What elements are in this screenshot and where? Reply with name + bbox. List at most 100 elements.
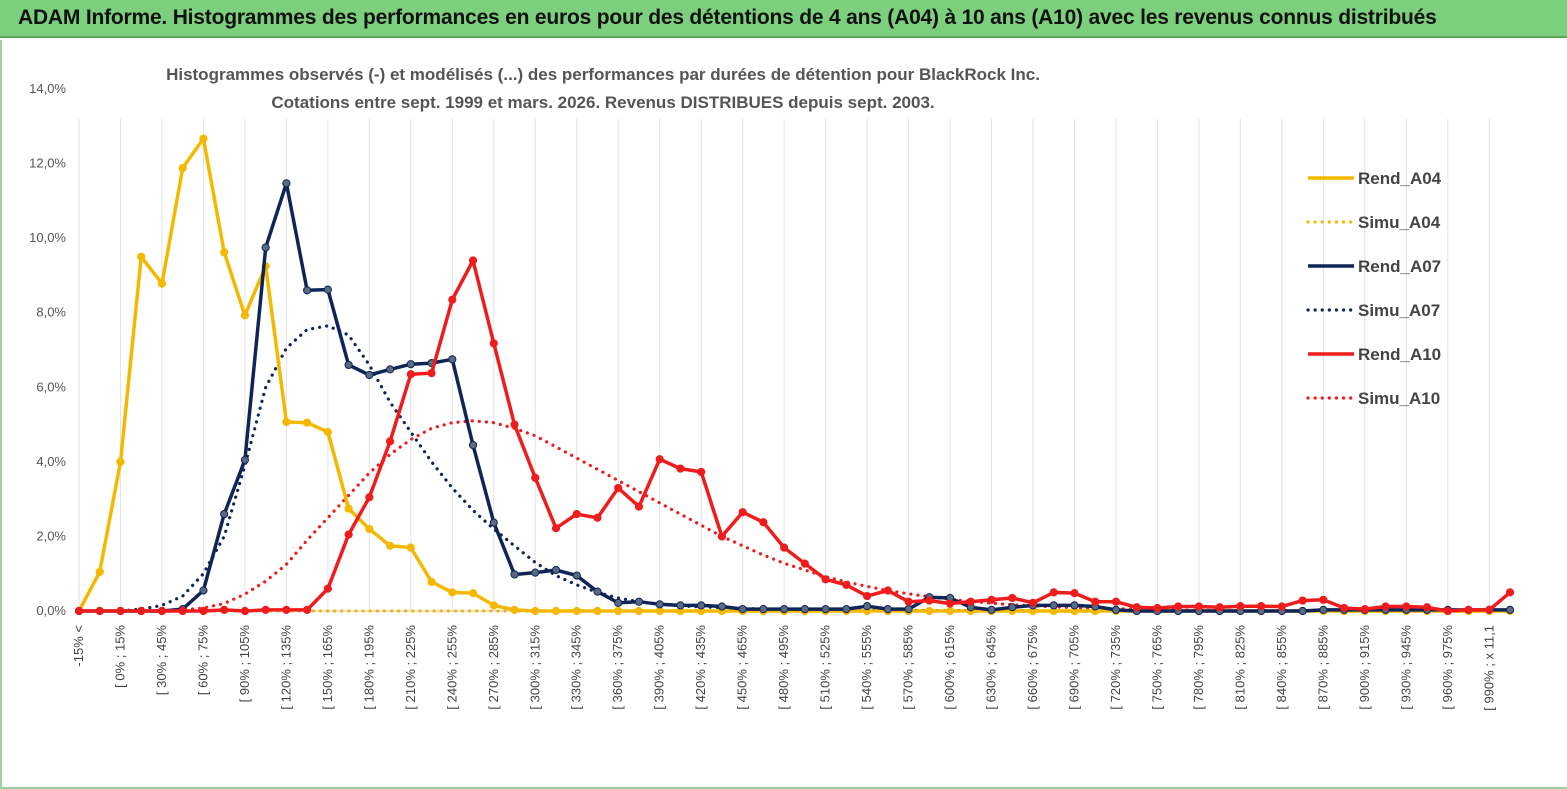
point-Rend_A10	[1339, 603, 1349, 613]
point-Rend_A10	[1464, 605, 1473, 614]
x-tick-label: -15% <	[71, 625, 86, 667]
legend-label: Simu_A07	[1358, 301, 1440, 320]
point-Rend_A07	[1298, 606, 1307, 616]
x-tick-label: [ 690% ; 705%	[1066, 625, 1081, 710]
point-Rend_A04	[468, 589, 478, 598]
point-Rend_A07	[593, 587, 602, 596]
point-Rend_A07	[1008, 603, 1017, 612]
y-tick-label: 6,0%	[36, 379, 66, 394]
point-Rend_A10	[1298, 596, 1307, 605]
x-tick-label: [ 660% ; 675%	[1025, 625, 1040, 710]
point-Rend_A07	[1319, 605, 1328, 614]
point-Rend_A10	[137, 606, 146, 616]
x-tick-label: [ 300% ; 315%	[527, 625, 542, 710]
point-Rend_A07	[676, 601, 685, 610]
point-Rend_A10	[800, 559, 809, 568]
point-Rend_A07	[759, 605, 768, 614]
point-Rend_A07	[448, 355, 457, 364]
x-tick-label: [ 120% ; 135%	[278, 625, 293, 710]
point-Rend_A04	[116, 457, 125, 466]
point-Rend_A10	[1194, 602, 1204, 611]
point-Rend_A04	[655, 606, 664, 616]
point-Rend_A10	[199, 606, 208, 616]
point-Rend_A10	[759, 518, 768, 527]
point-Rend_A04	[95, 567, 104, 576]
point-Rend_A10	[303, 605, 312, 614]
legend-item: Simu_A04	[1306, 213, 1441, 232]
x-tick-label: [ 570% ; 585%	[901, 625, 916, 710]
point-Rend_A04	[593, 606, 602, 616]
point-Rend_A04	[427, 577, 436, 587]
x-tick-label: [ 630% ; 645%	[984, 625, 999, 710]
y-tick-label: 0,0%	[36, 603, 66, 618]
point-Rend_A07	[800, 605, 809, 614]
point-Rend_A07	[842, 605, 851, 614]
point-Rend_A10	[1319, 595, 1328, 604]
point-Rend_A10	[1422, 603, 1432, 612]
legend-item: Simu_A07	[1306, 301, 1440, 320]
x-tick-label: [ 480% ; 495%	[776, 625, 791, 710]
point-Rend_A10	[1485, 605, 1494, 614]
point-Rend_A07	[697, 601, 706, 610]
y-axis: 0,0% 2,0% 4,0% 6,0% 8,0% 10,0% 12,0% 14,0%	[29, 81, 66, 618]
point-Rend_A07	[344, 360, 353, 370]
y-tick-label: 8,0%	[36, 305, 66, 320]
point-Rend_A04	[365, 524, 374, 534]
y-tick-label: 4,0%	[36, 454, 66, 469]
point-Rend_A10	[261, 605, 270, 614]
chart-title-line-2: Cotations entre sept. 1999 et mars. 2026…	[271, 93, 934, 112]
x-tick-label: [ 540% ; 555%	[859, 625, 874, 710]
point-Rend_A07	[821, 605, 830, 614]
legend-label: Simu_A10	[1358, 389, 1440, 408]
point-Rend_A10	[1402, 602, 1411, 611]
series-Rend_A07	[74, 179, 1515, 616]
x-tick-label: [ 270% ; 285%	[486, 625, 501, 710]
point-Rend_A10	[1153, 603, 1162, 613]
point-Rend_A07	[261, 243, 270, 252]
series-layer	[74, 134, 1515, 616]
point-Rend_A04	[385, 541, 395, 550]
point-Rend_A10	[1505, 588, 1515, 597]
x-tick-label: [ 240% ; 255%	[444, 625, 459, 710]
point-Rend_A04	[323, 427, 332, 437]
x-tick-label: [ 390% ; 405%	[652, 625, 667, 710]
x-tick-label: [ 0% ; 15%	[112, 625, 127, 688]
point-Rend_A07	[282, 179, 291, 188]
point-Rend_A04	[220, 248, 229, 257]
point-Rend_A04	[282, 417, 291, 427]
x-tick-label: [ 810% ; 825%	[1232, 625, 1247, 710]
point-Rend_A07	[1505, 605, 1515, 614]
point-Rend_A10	[1049, 588, 1058, 597]
point-Rend_A10	[614, 483, 623, 493]
series-Simu_A10	[77, 419, 1512, 613]
point-Rend_A10	[697, 467, 706, 477]
point-Rend_A10	[1070, 589, 1079, 598]
x-tick-label: [ 420% ; 435%	[693, 625, 708, 710]
point-Rend_A07	[406, 360, 415, 369]
point-Rend_A10	[1236, 602, 1245, 611]
legend-label: Rend_A07	[1358, 257, 1441, 276]
report-banner: ADAM Informe. Histogrammes des performan…	[0, 0, 1567, 38]
point-Rend_A04	[178, 163, 187, 173]
point-Rend_A10	[1277, 602, 1286, 611]
x-tick-label: [ 450% ; 465%	[735, 625, 750, 710]
x-tick-label: [ 990% ; x 11,1	[1481, 625, 1496, 711]
legend-item: Rend_A10	[1308, 345, 1441, 364]
point-Rend_A04	[572, 606, 581, 616]
point-Rend_A10	[489, 339, 498, 348]
x-tick-label: [ 30% ; 45%	[154, 625, 169, 696]
line-Rend_A04	[77, 136, 1510, 613]
point-Rend_A04	[925, 606, 934, 616]
point-Rend_A10	[282, 605, 291, 614]
point-Rend_A10	[945, 599, 955, 608]
point-Rend_A04	[344, 504, 353, 513]
point-Rend_A07	[510, 570, 519, 579]
point-Rend_A10	[531, 473, 540, 482]
point-Rend_A10	[842, 580, 851, 590]
point-Rend_A10	[240, 606, 250, 616]
x-tick-label: [ 90% ; 105%	[237, 625, 252, 703]
point-Rend_A04	[137, 252, 146, 261]
point-Rend_A07	[1070, 601, 1079, 610]
point-Rend_A10	[593, 513, 602, 522]
point-Rend_A10	[1360, 605, 1369, 614]
